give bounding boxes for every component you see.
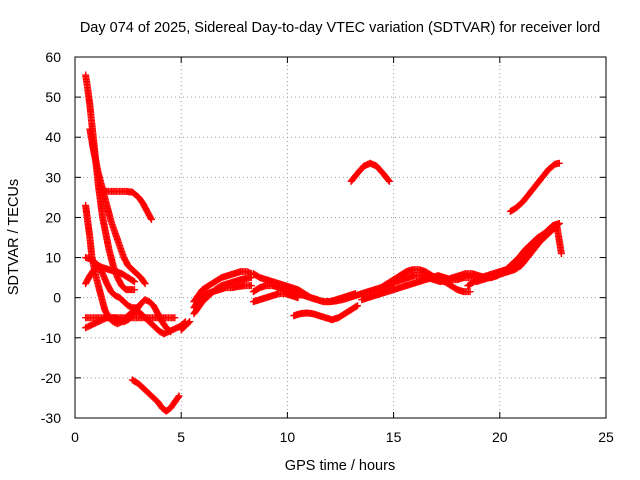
plot-frame xyxy=(74,56,607,419)
data-point xyxy=(554,220,562,228)
y-tick-label: -20 xyxy=(41,370,61,386)
data-point xyxy=(466,288,474,296)
data-point xyxy=(247,274,255,282)
data-point xyxy=(174,393,182,401)
data-point xyxy=(129,277,137,285)
data-point xyxy=(385,177,393,185)
x-tick-label: 20 xyxy=(492,429,508,445)
y-tick-label: 40 xyxy=(45,129,61,145)
data-point xyxy=(166,327,174,335)
y-tick-label: -30 xyxy=(41,410,61,426)
data-points xyxy=(82,71,565,415)
y-tick-label: 60 xyxy=(45,49,61,65)
data-point xyxy=(384,176,392,184)
y-tick-label: -10 xyxy=(41,330,61,346)
chart-title: Day 074 of 2025, Sidereal Day-to-day VTE… xyxy=(80,20,600,36)
data-point xyxy=(186,318,194,326)
x-tick-label: 5 xyxy=(177,429,185,445)
y-tick-label: 50 xyxy=(45,89,61,105)
data-point xyxy=(557,250,565,258)
data-point xyxy=(294,294,302,302)
y-axis-label: SDTVAR / TECUs xyxy=(6,179,22,295)
y-tick-label: 10 xyxy=(45,250,61,266)
data-point xyxy=(313,296,321,304)
data-point xyxy=(167,328,175,336)
x-tick-label: 25 xyxy=(598,429,614,445)
data-point xyxy=(171,314,179,322)
x-tick-label: 10 xyxy=(280,429,296,445)
x-tick-label: 0 xyxy=(71,429,79,445)
data-point xyxy=(353,302,361,310)
y-tick-label: 20 xyxy=(45,209,61,225)
data-point xyxy=(141,280,149,288)
y-tick-label: 30 xyxy=(45,169,61,185)
data-point xyxy=(352,302,360,310)
y-tick-label: 0 xyxy=(53,290,61,306)
x-axis-label: GPS time / hours xyxy=(285,458,395,474)
data-point xyxy=(130,278,138,286)
x-tick-label: 15 xyxy=(386,429,402,445)
data-point xyxy=(147,214,155,222)
data-point xyxy=(555,159,563,167)
data-point xyxy=(555,219,563,227)
data-point xyxy=(185,319,193,327)
data-point xyxy=(147,215,155,223)
axis-ticks: 0 5 10 15 20 25 -30 -20 -10 0 10 20 30 40 50 60 xyxy=(41,49,614,445)
grid-lines xyxy=(75,57,606,418)
data-point xyxy=(140,278,148,286)
data-point xyxy=(247,282,255,290)
data-point xyxy=(130,286,138,294)
data-point xyxy=(175,392,183,400)
